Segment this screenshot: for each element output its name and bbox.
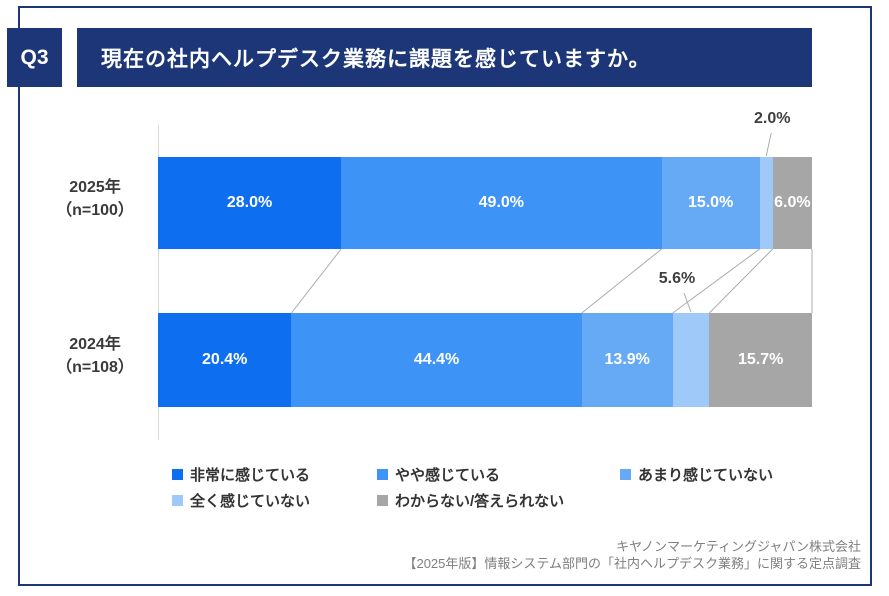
category-year: 2025年 (69, 179, 121, 196)
bar-segment: 13.9% (581, 313, 673, 407)
category-label: 2025年 （n=100） (25, 176, 165, 222)
segment-value-label: 13.9% (604, 351, 650, 368)
category-year: 2024年 (69, 336, 121, 353)
bar-segment: 6.0% (772, 157, 812, 249)
legend-item: 全く感じていない (172, 490, 310, 511)
segment-value-callout: 2.0% (753, 110, 791, 127)
question-number-badge: Q3 (7, 28, 62, 87)
outer-frame (18, 6, 872, 586)
chart-title-bar: 現在の社内ヘルプデスク業務に課題を感じていますか。 (77, 28, 812, 87)
category-n: （n=100） (56, 202, 134, 219)
y-axis-line (158, 125, 159, 440)
segment-value-label: 15.7% (737, 351, 784, 368)
stacked-bar: 20.4% 44.4% 13.9% 15.7% (158, 313, 812, 407)
legend-item: わからない/答えられない (377, 490, 564, 511)
legend-color-marker (172, 495, 183, 506)
bar-segment: 20.4% (158, 313, 292, 407)
legend-label: あまり感じていない (638, 467, 774, 484)
legend-color-marker (620, 469, 631, 480)
legend-color-marker (377, 495, 388, 506)
bar-segment (759, 157, 773, 249)
bar-segment: 15.7% (709, 313, 812, 407)
category-n: （n=108） (56, 359, 134, 376)
legend-color-marker (172, 469, 183, 480)
segment-value-label: 6.0% (774, 194, 811, 211)
legend-color-marker (377, 469, 388, 480)
segment-value-label: 20.4% (202, 351, 248, 368)
bar-segment: 44.4% (291, 313, 582, 407)
stacked-bar: 28.0% 49.0% 15.0% 6.0% (158, 157, 812, 249)
segment-value-label: 44.4% (413, 351, 460, 368)
footer-company: キヤノンマーケティングジャパン株式会社 (616, 539, 861, 554)
bar-segment: 28.0% (158, 157, 342, 249)
footer: キヤノンマーケティングジャパン株式会社 【2025年版】情報システム部門の「社内… (403, 538, 861, 572)
legend-item: 非常に感じている (172, 464, 310, 485)
legend-item: あまり感じていない (620, 464, 773, 485)
segment-value-label: 15.0% (687, 194, 734, 211)
footer-survey: 【2025年版】情報システム部門の「社内ヘルプデスク業務」に関する定点調査 (403, 556, 861, 571)
segment-value-label: 28.0% (226, 194, 273, 211)
legend-label: わからない/答えられない (395, 493, 565, 510)
segment-value-label: 49.0% (478, 194, 525, 211)
legend-item: やや感じている (377, 464, 500, 485)
bar-segment (672, 313, 710, 407)
legend-label: 非常に感じている (190, 467, 311, 484)
chart-title: 現在の社内ヘルプデスク業務に課題を感じていますか。 (101, 47, 651, 71)
category-label: 2024年 （n=108） (25, 333, 165, 379)
legend-label: やや感じている (395, 467, 501, 484)
bar-segment: 49.0% (341, 157, 662, 249)
segment-value-callout: 5.6% (658, 270, 696, 287)
bar-segment: 15.0% (661, 157, 760, 249)
legend-label: 全く感じていない (190, 493, 311, 510)
